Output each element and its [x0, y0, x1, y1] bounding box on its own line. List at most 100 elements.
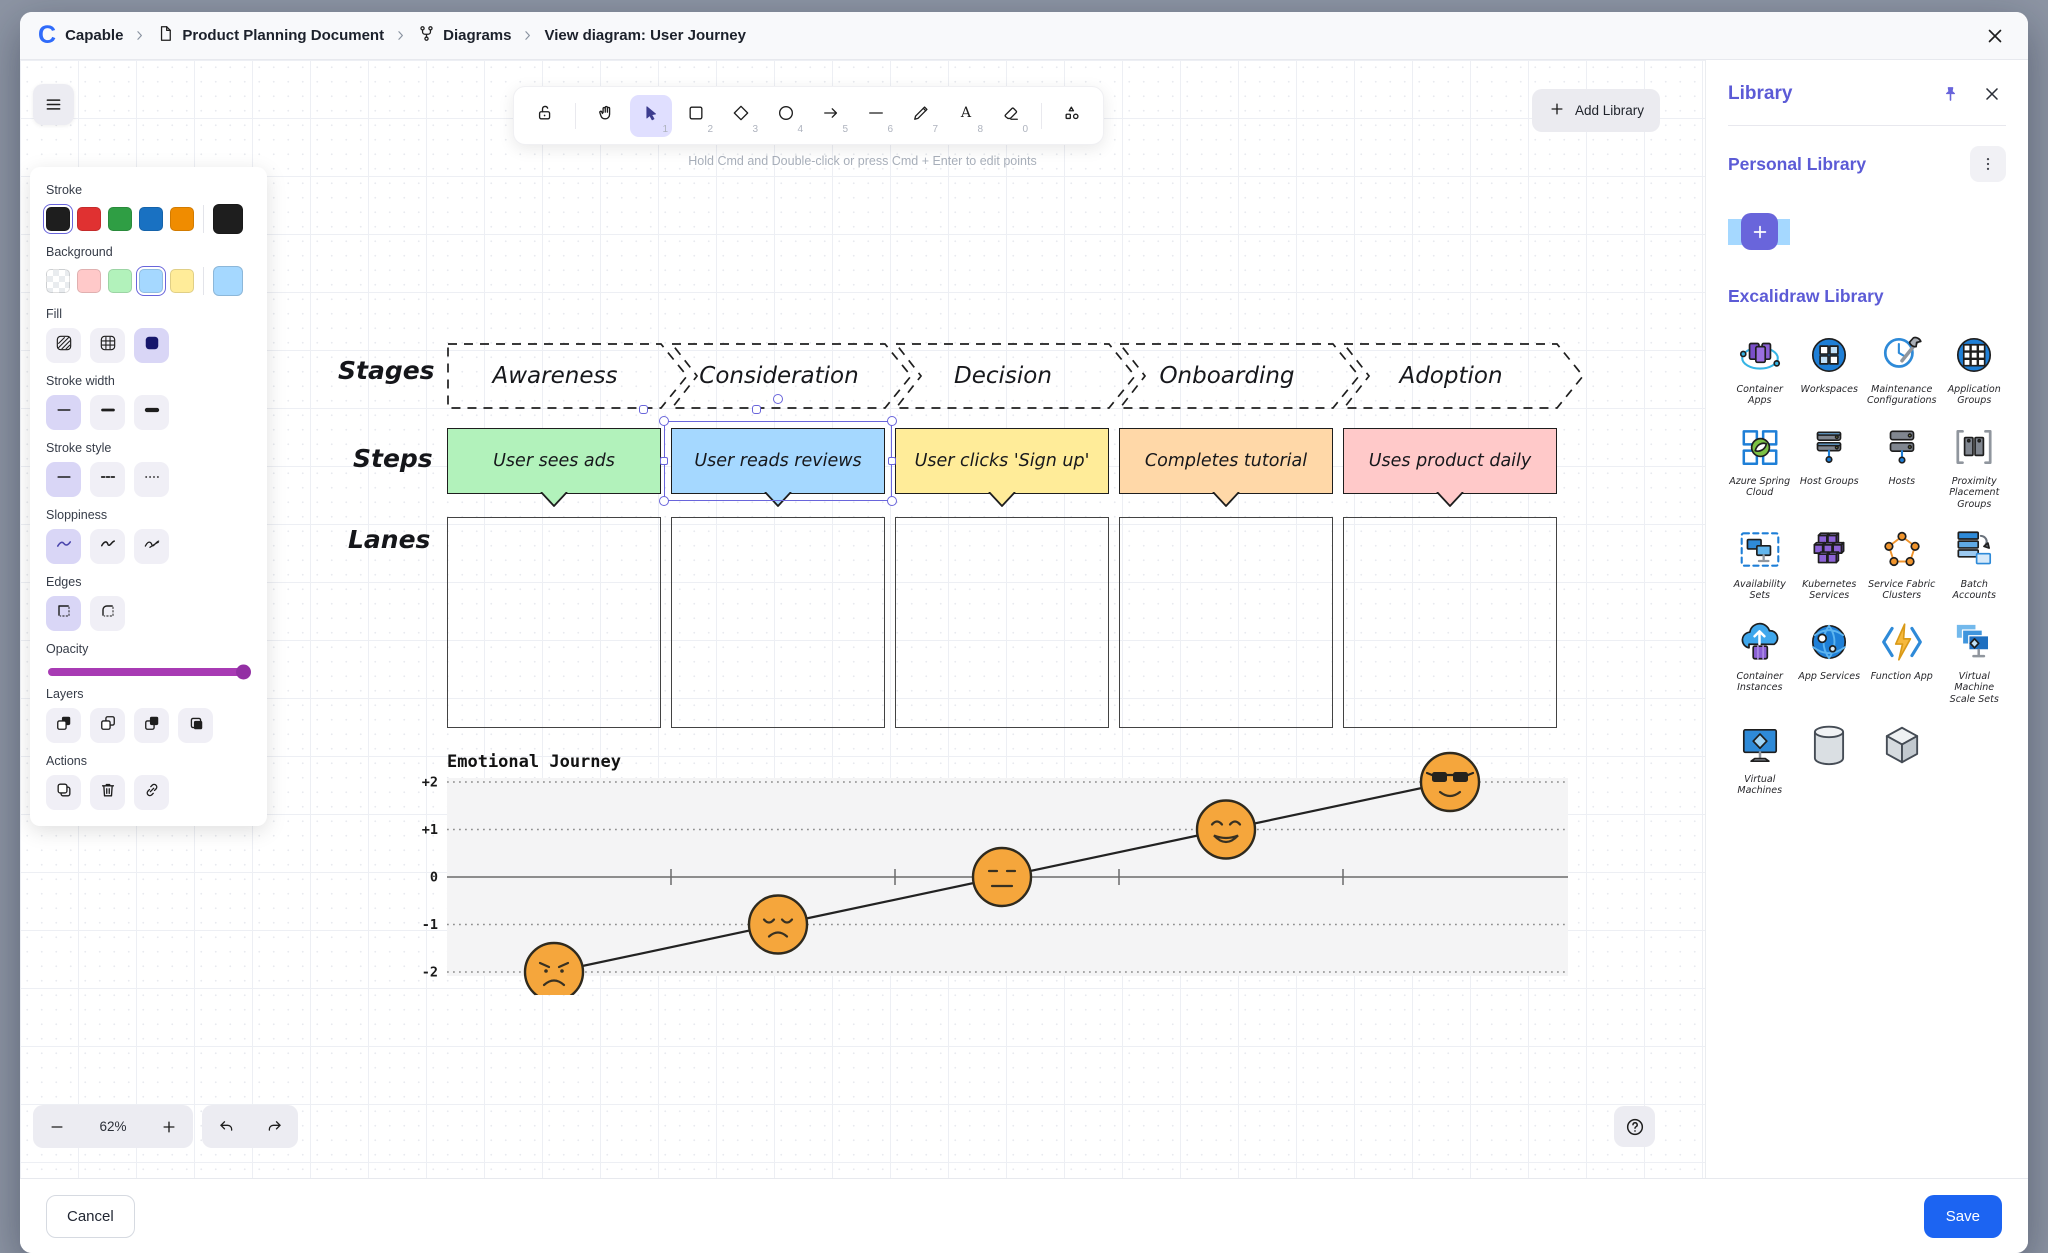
tool-selection[interactable]: 1: [630, 95, 672, 137]
stroke-color-swatch[interactable]: [108, 207, 132, 231]
zoom-out-button[interactable]: [39, 1109, 75, 1145]
selection-handle[interactable]: [887, 496, 897, 506]
stroke-color-swatch[interactable]: [170, 207, 194, 231]
stage-shape[interactable]: Awareness: [447, 343, 689, 409]
stroke-width-option-thin[interactable]: [46, 395, 81, 430]
breadcrumb-item[interactable]: Product Planning Document: [156, 24, 384, 47]
stroke-width-option-bold[interactable]: [90, 395, 125, 430]
library-item[interactable]: [1867, 721, 1937, 797]
background-color-swatch[interactable]: [139, 269, 163, 293]
rotation-handle[interactable]: [773, 394, 783, 404]
stroke-color-swatch[interactable]: [46, 207, 70, 231]
breadcrumb-item[interactable]: View diagram: User Journey: [544, 27, 745, 44]
help-button[interactable]: [1614, 1106, 1655, 1147]
breadcrumb-item[interactable]: CCapable: [38, 23, 123, 48]
stroke-width-option-extra bold[interactable]: [134, 395, 169, 430]
selection-handle[interactable]: [659, 416, 669, 426]
pin-library-button[interactable]: [1937, 81, 1964, 108]
close-modal-button[interactable]: [1980, 21, 2010, 51]
tool-line[interactable]: 6: [855, 95, 897, 137]
row-label-steps[interactable]: Steps: [353, 444, 433, 473]
emotional-journey-chart[interactable]: Emotional Journey+2+10-1-2: [400, 745, 1580, 995]
lane-shape[interactable]: [447, 517, 661, 728]
library-item[interactable]: App Services: [1797, 618, 1860, 705]
selection-point-handle[interactable]: [752, 405, 761, 414]
stroke-style-option-dotted[interactable]: [134, 462, 169, 497]
library-item[interactable]: Virtual Machines: [1728, 721, 1791, 797]
library-item[interactable]: Kubernetes Services: [1797, 526, 1860, 602]
background-color-swatch[interactable]: [77, 269, 101, 293]
lane-shape[interactable]: [671, 517, 885, 728]
opacity-slider[interactable]: [48, 668, 249, 676]
stage-shape[interactable]: Onboarding: [1119, 343, 1361, 409]
library-item[interactable]: Function App: [1867, 618, 1937, 705]
tool-text[interactable]: A8: [945, 95, 987, 137]
library-item[interactable]: [1797, 721, 1860, 797]
background-color-swatch[interactable]: [46, 269, 70, 293]
selection-side-handle[interactable]: [888, 457, 896, 465]
selection-point-handle[interactable]: [639, 405, 648, 414]
fill-option-cross-hatch[interactable]: [90, 328, 125, 363]
step-shape[interactable]: User sees ads: [447, 428, 661, 494]
action-link-button[interactable]: [134, 775, 169, 810]
lane-shape[interactable]: [1343, 517, 1557, 728]
step-shape[interactable]: User reads reviews: [671, 428, 885, 494]
lane-shape[interactable]: [895, 517, 1109, 728]
stage-shape[interactable]: Decision: [895, 343, 1137, 409]
opacity-slider-knob[interactable]: [236, 665, 251, 680]
sloppiness-option-artist[interactable]: [90, 529, 125, 564]
personal-library-item[interactable]: [1728, 212, 1802, 252]
library-item[interactable]: Hosts: [1867, 423, 1937, 510]
zoom-in-button[interactable]: [151, 1109, 187, 1145]
library-item[interactable]: Virtual Machine Scale Sets: [1943, 618, 2006, 705]
stroke-style-option-dashed[interactable]: [90, 462, 125, 497]
step-shape[interactable]: User clicks 'Sign up': [895, 428, 1109, 494]
cancel-button[interactable]: Cancel: [46, 1195, 135, 1238]
selection-handle[interactable]: [887, 416, 897, 426]
row-label-lanes[interactable]: Lanes: [348, 525, 430, 554]
fill-option-hachure[interactable]: [46, 328, 81, 363]
background-color-swatch[interactable]: [170, 269, 194, 293]
background-current-color[interactable]: [213, 266, 243, 296]
redo-button[interactable]: [256, 1109, 292, 1145]
stage-shape[interactable]: Adoption: [1343, 343, 1585, 409]
library-item[interactable]: Workspaces: [1797, 331, 1860, 407]
selection-handle[interactable]: [659, 496, 669, 506]
library-item[interactable]: Service Fabric Clusters: [1867, 526, 1937, 602]
library-item[interactable]: Host Groups: [1797, 423, 1860, 510]
close-library-button[interactable]: [1978, 80, 2006, 108]
tool-draw[interactable]: 7: [900, 95, 942, 137]
lane-shape[interactable]: [1119, 517, 1333, 728]
add-to-personal-library-icon[interactable]: [1741, 213, 1778, 250]
fill-option-solid[interactable]: [134, 328, 169, 363]
stroke-style-option-solid[interactable]: [46, 462, 81, 497]
step-shape[interactable]: Uses product daily: [1343, 428, 1557, 494]
layer-option-bring-forward[interactable]: [134, 708, 169, 743]
background-color-swatch[interactable]: [108, 269, 132, 293]
sloppiness-option-architect[interactable]: [46, 529, 81, 564]
library-item[interactable]: Batch Accounts: [1943, 526, 2006, 602]
selection-side-handle[interactable]: [660, 457, 668, 465]
stage-shape[interactable]: Consideration: [671, 343, 913, 409]
stroke-color-swatch[interactable]: [139, 207, 163, 231]
undo-button[interactable]: [208, 1109, 244, 1145]
save-button[interactable]: Save: [1924, 1195, 2002, 1238]
library-item[interactable]: Container Apps: [1728, 331, 1791, 407]
tool-hand[interactable]: [585, 95, 627, 137]
sloppiness-option-cartoonist[interactable]: [134, 529, 169, 564]
library-item[interactable]: Availability Sets: [1728, 526, 1791, 602]
row-label-stages[interactable]: Stages: [338, 356, 435, 385]
action-delete-button[interactable]: [90, 775, 125, 810]
tool-shapes[interactable]: [1051, 95, 1093, 137]
drawing-canvas[interactable]: 1234567A80 Hold Cmd and Double-click or …: [20, 60, 1705, 1178]
library-item[interactable]: Azure Spring Cloud: [1728, 423, 1791, 510]
stroke-color-swatch[interactable]: [77, 207, 101, 231]
layer-option-send-to-back[interactable]: [90, 708, 125, 743]
action-duplicate-button[interactable]: [46, 775, 81, 810]
zoom-level[interactable]: 62%: [99, 1119, 126, 1134]
tool-diamond[interactable]: 3: [720, 95, 762, 137]
library-item[interactable]: Container Instances: [1728, 618, 1791, 705]
tool-rectangle[interactable]: 2: [675, 95, 717, 137]
layer-option-send-backward[interactable]: [46, 708, 81, 743]
edges-option-sharp[interactable]: [46, 596, 81, 631]
